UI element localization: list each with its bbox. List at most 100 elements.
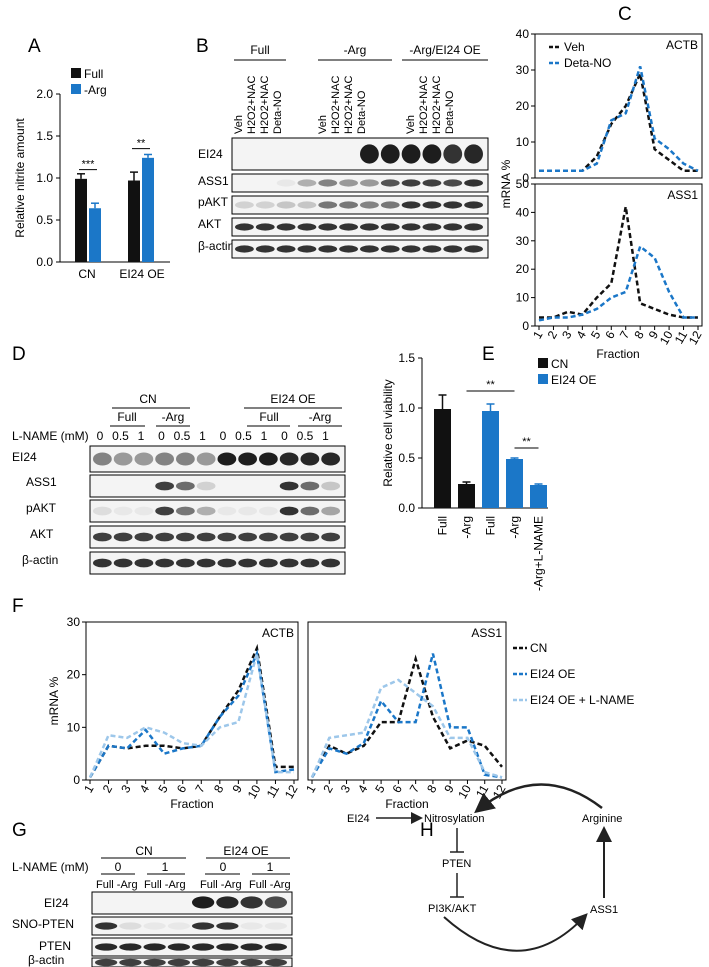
- b-blot-band: [255, 245, 275, 253]
- g-blot-band: [143, 943, 166, 951]
- g-blot-band: [240, 896, 263, 909]
- c-top-ytick-label: 30: [516, 63, 530, 77]
- g-blot-band: [95, 922, 118, 930]
- c-bot-xtick-label: 2: [545, 328, 561, 341]
- d-blot-band: [321, 558, 340, 568]
- a-ylabel: Relative nitrite amount: [13, 118, 27, 238]
- b-blot-band: [297, 245, 317, 253]
- f-right-xtick-label: 3: [338, 782, 354, 795]
- d-blot-band: [113, 506, 133, 516]
- g-blot-band: [264, 943, 287, 951]
- b-blot-band: [276, 223, 296, 231]
- d-blot-band: [155, 532, 174, 542]
- e-category-label: Full: [484, 516, 498, 535]
- panel-label-b: B: [196, 36, 209, 57]
- a-bar: [89, 208, 101, 262]
- node-arginine: Arginine: [582, 813, 622, 825]
- c-bot-xtick-label: 8: [631, 328, 647, 341]
- d-blot-pakt: pAKT: [26, 501, 57, 515]
- b-blot-band: [401, 223, 421, 231]
- e-ytick-label: 1.5: [398, 351, 415, 365]
- c-bot-series-1: [538, 244, 698, 322]
- d-blot-band: [134, 452, 154, 466]
- blot-label-pakt: pAKT: [198, 195, 229, 209]
- d-blot-membrane: [89, 499, 346, 523]
- g-blot-band: [240, 958, 263, 967]
- a-bar: [128, 180, 140, 262]
- d-blot-band: [155, 452, 174, 466]
- b-blot-band: [464, 223, 484, 231]
- node-ass1: ASS1: [590, 904, 618, 916]
- g-group-cn: CN: [135, 844, 152, 858]
- d-blot-band: [217, 506, 237, 516]
- f-left-xtick-label: 3: [118, 782, 134, 795]
- a-bar: [142, 157, 154, 262]
- f-right-frame: [307, 621, 507, 781]
- panel-c-legend: Veh Deta-NO: [549, 40, 611, 70]
- d-sub-full: Full: [117, 410, 136, 424]
- d-blot-band: [155, 558, 174, 568]
- f-left-xtick-label: 7: [192, 782, 208, 795]
- g-blot-band: [216, 896, 239, 909]
- f-right-series-0: [310, 654, 503, 778]
- b-blot-band: [318, 201, 338, 209]
- panel-e-legend: CN EI24 OE: [538, 357, 596, 387]
- c-bot-xtick-label: 10: [657, 328, 676, 347]
- lane-h2o2nac-3: H2O2+NAC: [330, 76, 342, 134]
- b-blot-band: [443, 245, 463, 253]
- b-blot-band: [443, 179, 463, 187]
- b-blot-band: [422, 223, 442, 231]
- blot-label-ass1: ASS1: [198, 174, 229, 188]
- d-dose-label: 1: [261, 429, 268, 443]
- panel-label-f: F: [12, 596, 24, 617]
- g-dose-3: 1: [267, 860, 274, 874]
- b-blot-band: [276, 179, 296, 187]
- d-blot-band: [238, 532, 257, 542]
- a-sig-label: **: [137, 138, 146, 150]
- d-blot-band: [259, 532, 278, 542]
- e-ylabel: Relative cell viability: [381, 379, 395, 486]
- group-full: Full: [250, 43, 269, 57]
- g-blot-band: [264, 922, 287, 930]
- b-blot-band: [297, 179, 317, 187]
- g-lanes-2: Full -Arg: [144, 879, 186, 891]
- legend-deta-no: Deta-NO: [564, 56, 611, 70]
- f-right-xtick-label: 4: [355, 782, 371, 795]
- b-blot-band: [360, 179, 379, 187]
- d-blot-ei24: EI24: [12, 450, 37, 464]
- g-blot-band: [216, 922, 239, 930]
- g-blot-snopten: SNO-PTEN: [12, 917, 74, 931]
- panel-f-legend: CN EI24 OE EI24 OE + L-NAME: [513, 641, 634, 707]
- e-bar: [482, 411, 499, 508]
- a-bar: [75, 178, 87, 262]
- arrow-pi3k-ass1: [443, 913, 588, 952]
- d-blot-band: [279, 558, 299, 568]
- d-blot-band: [321, 452, 340, 466]
- g-blot-band: [143, 958, 166, 967]
- node-ei24: EI24: [347, 813, 370, 825]
- panel-c-chart: 010203040ACTB01020304050123456789101112A…: [499, 27, 705, 361]
- f-right-xtick-label: 5: [372, 782, 388, 795]
- b-blot-band: [318, 179, 338, 187]
- f-left-xtick-label: 10: [245, 782, 264, 801]
- g-blot-bactin: β-actin: [28, 953, 64, 967]
- d-dose-label: 0.5: [174, 429, 191, 443]
- legend-swatch-arg: [71, 84, 81, 94]
- b-blot-band: [255, 201, 275, 209]
- g-blot-band: [240, 922, 263, 930]
- lane-h2o2nac-4: H2O2+NAC: [343, 76, 355, 134]
- f-left-xtick-label: 6: [174, 782, 190, 795]
- g-blot-band: [240, 943, 263, 951]
- lane-detano: Deta-NO: [272, 90, 284, 134]
- legend-f-ei24oe: EI24 OE: [530, 667, 575, 681]
- panel-d-blot: CN EI24 OE Full -Arg Full -Arg L-NAME (m…: [12, 392, 346, 575]
- d-blot-band: [196, 506, 216, 516]
- c-bot-xtick-label: 3: [559, 328, 575, 341]
- lane-h2o2nac-5: H2O2+NAC: [418, 76, 430, 134]
- e-sig-label: **: [486, 379, 495, 391]
- d-blot-band: [176, 506, 195, 516]
- f-left-xtick-label: 9: [229, 782, 245, 795]
- d-blot-band: [134, 558, 154, 568]
- d-blot-band: [176, 558, 195, 568]
- d-blot-band: [238, 506, 257, 516]
